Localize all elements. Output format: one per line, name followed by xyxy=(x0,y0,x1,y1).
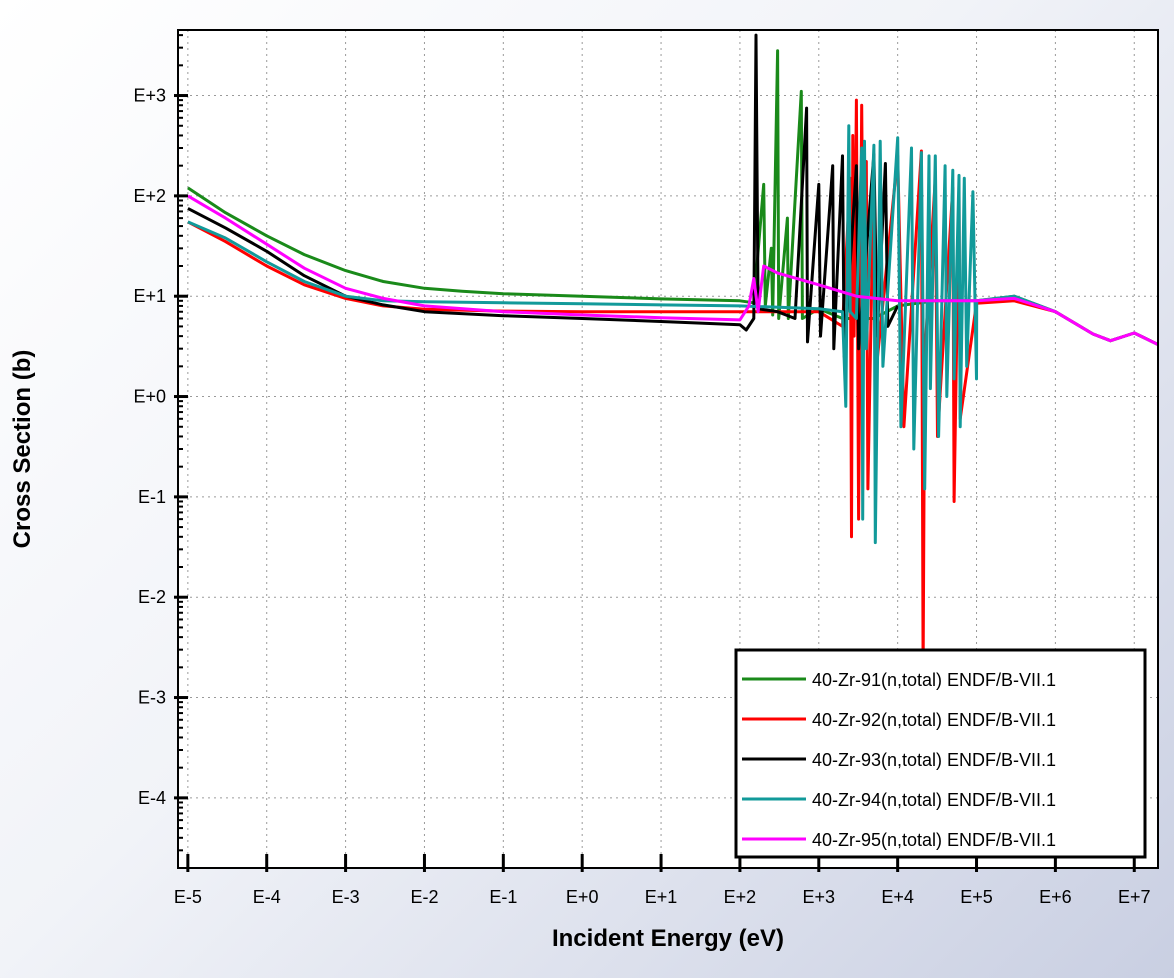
x-tick-label: E-2 xyxy=(410,887,438,907)
x-tick-label: E+4 xyxy=(881,887,914,907)
y-tick-label: E+3 xyxy=(133,86,166,106)
axes: E-5 E-4 E-3 E-2 E-1 E+0 E+1 E+2 E+3 E+4 E+5 E+6 E+7 E… xyxy=(133,34,1151,907)
legend-entry: 40-Zr-91(n,total) ENDF/B-VII.1 xyxy=(742,670,1056,690)
x-tick-label: E+5 xyxy=(960,887,993,907)
legend-label-zr94: 40-Zr-94(n,total) ENDF/B-VII.1 xyxy=(812,790,1056,810)
x-tick-label: E+0 xyxy=(566,887,599,907)
legend-entry: 40-Zr-95(n,total) ENDF/B-VII.1 xyxy=(742,830,1056,850)
series-line-4 xyxy=(187,194,1158,346)
y-axis-title: Cross Section (b) xyxy=(9,350,36,549)
legend-box xyxy=(734,648,1147,859)
x-tick-label: E-5 xyxy=(174,887,202,907)
series-line-2 xyxy=(187,33,900,359)
y-tick-label: E+2 xyxy=(133,186,166,206)
x-tick-label: E+3 xyxy=(803,887,836,907)
series-line-3 xyxy=(187,124,1158,545)
x-axis-title: Incident Energy (eV) xyxy=(552,925,784,952)
legend-label-zr91: 40-Zr-91(n,total) ENDF/B-VII.1 xyxy=(812,670,1056,690)
legend-entry: 40-Zr-94(n,total) ENDF/B-VII.1 xyxy=(742,790,1056,810)
x-tick-label: E+1 xyxy=(645,887,678,907)
y-tick-label: E+1 xyxy=(133,286,166,306)
legend-entry: 40-Zr-92(n,total) ENDF/B-VII.1 xyxy=(742,710,1056,730)
x-tick-label: E+7 xyxy=(1118,887,1151,907)
x-tick-label: E-1 xyxy=(489,887,517,907)
x-tick-label: E-4 xyxy=(253,887,281,907)
legend-label-zr92: 40-Zr-92(n,total) ENDF/B-VII.1 xyxy=(812,710,1056,730)
y-tick-label: E-3 xyxy=(138,688,166,708)
x-tick-label: E-3 xyxy=(332,887,360,907)
legend-entry: 40-Zr-93(n,total) ENDF/B-VII.1 xyxy=(742,750,1056,770)
legend-label-zr95: 40-Zr-95(n,total) ENDF/B-VII.1 xyxy=(812,830,1056,850)
legend: 40-Zr-91(n,total) ENDF/B-VII.1 40-Zr-92(… xyxy=(734,648,1147,859)
x-tick-label: E+2 xyxy=(724,887,757,907)
y-tick-label: E-1 xyxy=(138,487,166,507)
y-tick-label: E+0 xyxy=(133,387,166,407)
y-tick-label: E-4 xyxy=(138,788,166,808)
legend-label-zr93: 40-Zr-93(n,total) ENDF/B-VII.1 xyxy=(812,750,1056,770)
series-layer xyxy=(187,33,1158,674)
y-tick-label: E-2 xyxy=(138,587,166,607)
x-tick-label: E+6 xyxy=(1039,887,1072,907)
